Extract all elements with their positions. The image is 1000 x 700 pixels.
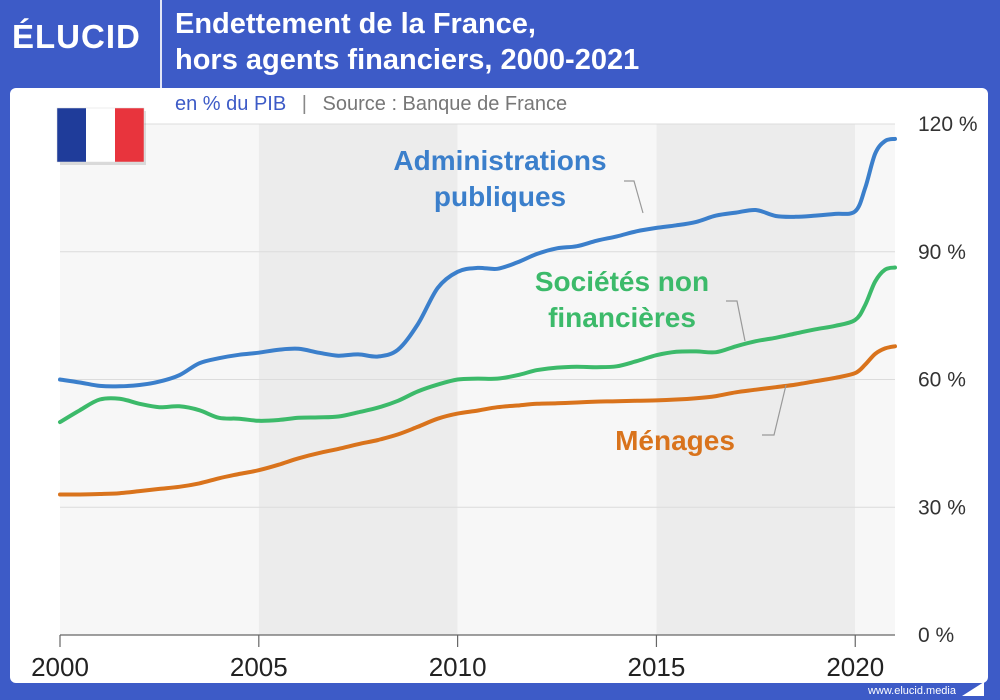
- x-tick-label: 2010: [429, 652, 487, 682]
- chart-panel: 0 % 30 % 60 % 90 % 120 % 2000 2005 2010 2015 202…: [10, 88, 988, 683]
- header-divider: [160, 0, 162, 88]
- leader-line: [726, 300, 746, 342]
- x-tick-label: 2020: [826, 652, 884, 682]
- y-tick-labels: 0 % 30 % 60 % 90 % 120 %: [918, 113, 978, 647]
- y-tick-label: 90 %: [918, 241, 966, 264]
- leader-line: [624, 180, 644, 214]
- x-tick-label: 2005: [230, 652, 288, 682]
- y-tick-label: 120 %: [918, 113, 978, 136]
- series-label-societes-non-financieres: financières: [548, 302, 696, 333]
- elucid-logo: ÉLUCID: [12, 18, 141, 55]
- series-line-societes-non-financieres: [58, 265, 897, 425]
- leader-line: [762, 384, 787, 436]
- series-label-menages: Ménages: [615, 425, 735, 456]
- chart-svg: 0 % 30 % 60 % 90 % 120 % 2000 2005 2010 2015 202…: [31, 93, 978, 682]
- header: ÉLUCID Endettement de la France, hors ag…: [0, 0, 1000, 88]
- triangle-mark-icon: [962, 682, 984, 696]
- x-axis: [59, 634, 895, 647]
- france-flag-icon: [56, 107, 146, 165]
- series-lines: [58, 136, 897, 497]
- y-tick-label: 30 %: [918, 496, 966, 519]
- series-line-administrations-publiques: [58, 136, 897, 389]
- series-label-administrations-publiques: publiques: [434, 181, 566, 212]
- subtitle-unit: en % du PIB: [175, 93, 286, 115]
- subtitle-separator: |: [302, 93, 307, 115]
- x-tick-label: 2015: [628, 652, 686, 682]
- footer-site: www.elucid.media: [867, 685, 956, 697]
- x-tick-label: 2000: [31, 652, 89, 682]
- series-label-administrations-publiques: Administrations: [393, 145, 606, 176]
- series-label-societes-non-financieres: Sociétés non: [535, 266, 709, 297]
- y-tick-label: 0 %: [918, 624, 954, 647]
- chart-title: Endettement de la France, hors agents fi…: [175, 8, 640, 76]
- x-tick-labels: 2000 2005 2010 2015 2020: [31, 652, 884, 682]
- chart-subtitle: en % du PIB | Source : Banque de France: [175, 93, 567, 115]
- subtitle-source: Source : Banque de France: [323, 93, 568, 115]
- series-labels: Administrations publiques Sociétés non fina…: [393, 145, 787, 456]
- y-tick-label: 60 %: [918, 369, 966, 392]
- series-line-menages: [58, 344, 897, 497]
